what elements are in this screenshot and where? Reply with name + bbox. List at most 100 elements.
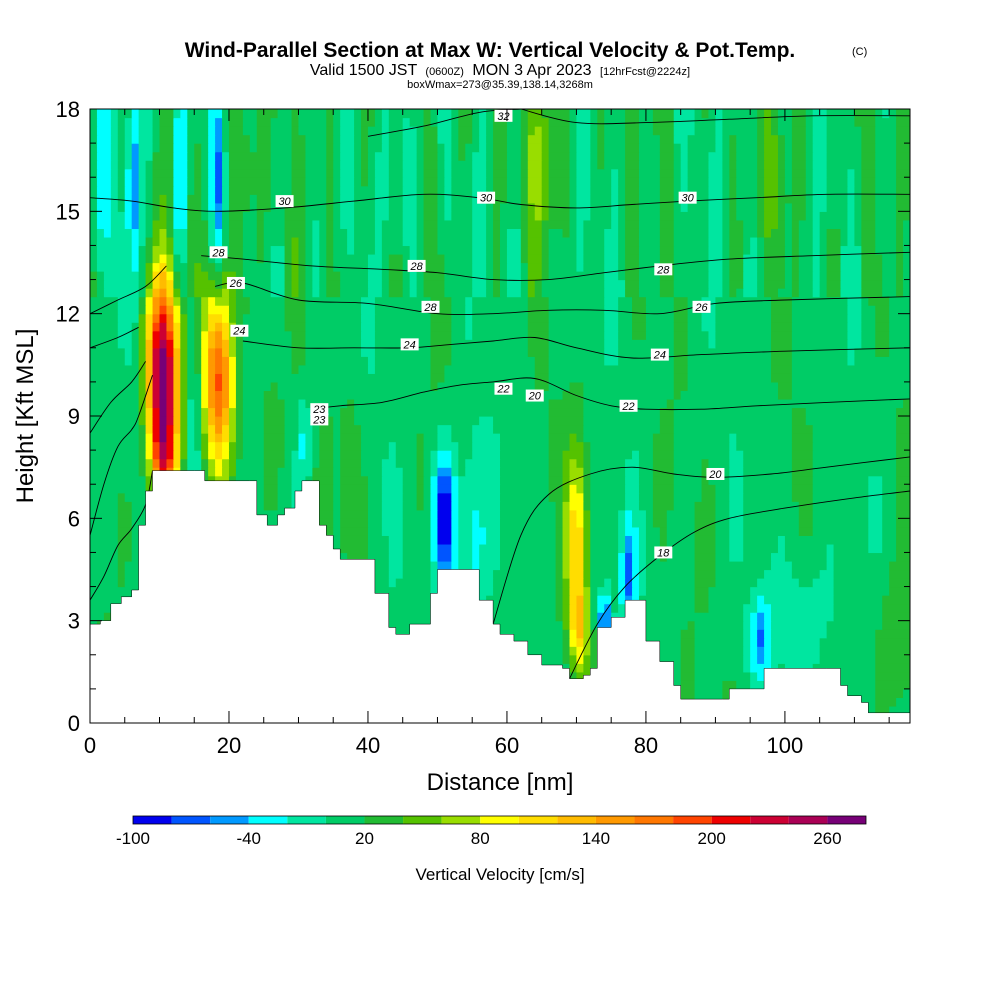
velocity-cell (520, 117, 529, 127)
velocity-cell (117, 185, 126, 195)
velocity-cell (729, 279, 744, 289)
velocity-cell (875, 134, 897, 144)
velocity-cell (166, 356, 174, 366)
velocity-cell (479, 416, 494, 426)
velocity-cell (541, 219, 571, 229)
velocity-cell (173, 322, 181, 332)
velocity-cell (152, 313, 161, 323)
velocity-cell (889, 339, 910, 349)
velocity-cell (764, 185, 779, 195)
velocity-cell (110, 134, 119, 144)
velocity-cell (201, 194, 209, 204)
velocity-cell (423, 253, 446, 264)
velocity-cell (145, 160, 154, 170)
velocity-cell (541, 211, 550, 221)
velocity-cell (305, 330, 362, 340)
velocity-cell (416, 441, 425, 451)
velocity-cell (180, 407, 188, 417)
velocity-cell (423, 177, 439, 187)
velocity-cell (152, 185, 174, 195)
theta-contour-26 (90, 326, 139, 349)
velocity-cell (791, 211, 807, 221)
velocity-cell (222, 160, 230, 170)
velocity-cell (520, 219, 529, 229)
velocity-cell (805, 416, 897, 426)
theta-contour-32 (520, 109, 910, 125)
velocity-cell (638, 535, 647, 545)
velocity-cell (270, 202, 286, 212)
velocity-cell (583, 578, 591, 588)
velocity-cell (159, 381, 168, 392)
velocity-cell (472, 543, 480, 554)
velocity-cell (645, 578, 696, 588)
velocity-cell (194, 424, 202, 434)
velocity-cell (451, 356, 536, 366)
velocity-cell (757, 279, 765, 289)
velocity-cell (534, 356, 550, 366)
velocity-cell (583, 262, 605, 272)
velocity-cell (889, 705, 910, 716)
velocity-cell (784, 160, 793, 170)
velocity-cell (208, 296, 216, 306)
velocity-cell (472, 211, 487, 221)
velocity-cell (493, 271, 501, 281)
velocity-cell (451, 322, 466, 332)
velocity-cell (263, 424, 286, 434)
velocity-cell (569, 143, 578, 153)
velocity-cell (618, 330, 633, 340)
velocity-cell (270, 245, 286, 255)
velocity-cell (430, 339, 452, 349)
velocity-cell (388, 271, 404, 281)
velocity-cell (562, 620, 571, 630)
velocity-cell (722, 134, 730, 144)
velocity-cell (493, 586, 557, 596)
velocity-cell (715, 143, 723, 153)
velocity-cell (465, 151, 473, 161)
velocity-cell (138, 109, 154, 119)
velocity-cell (117, 330, 133, 340)
velocity-cell (215, 330, 223, 340)
velocity-cell (729, 535, 744, 545)
velocity-cell (715, 569, 765, 579)
velocity-cell (896, 177, 910, 187)
velocity-cell (152, 407, 161, 417)
velocity-cell (96, 202, 112, 212)
velocity-cell (208, 330, 216, 340)
velocity-cell (215, 450, 223, 460)
velocity-cell (437, 134, 452, 144)
velocity-cell (194, 185, 202, 195)
velocity-cell (791, 322, 849, 332)
velocity-cell (152, 126, 161, 136)
velocity-cell (145, 441, 154, 451)
velocity-cell (249, 296, 286, 306)
velocity-cell (333, 143, 341, 153)
velocity-cell (437, 168, 446, 178)
velocity-cell (486, 160, 494, 170)
velocity-cell (361, 117, 376, 127)
velocity-cell (312, 450, 320, 460)
velocity-cell (298, 271, 307, 281)
velocity-cell (673, 109, 696, 119)
velocity-cell (166, 433, 174, 443)
velocity-cell (812, 168, 828, 178)
velocity-cell (472, 322, 529, 332)
velocity-cell (194, 151, 202, 161)
velocity-cell (583, 381, 675, 392)
velocity-cell (138, 271, 147, 281)
velocity-cell (680, 168, 689, 178)
velocity-cell (180, 313, 188, 323)
velocity-cell (638, 560, 647, 571)
velocity-cell (632, 560, 640, 571)
velocity-cell (110, 117, 119, 127)
velocity-cell (388, 211, 404, 221)
velocity-cell (333, 126, 341, 136)
velocity-cell (117, 194, 126, 204)
velocity-cell (882, 271, 897, 281)
velocity-cell (256, 236, 265, 247)
velocity-cell (673, 219, 710, 229)
velocity-cell (423, 134, 439, 144)
velocity-cell (757, 228, 765, 238)
velocity-cell (791, 288, 800, 298)
velocity-cell (96, 288, 105, 298)
velocity-cell (896, 441, 910, 451)
